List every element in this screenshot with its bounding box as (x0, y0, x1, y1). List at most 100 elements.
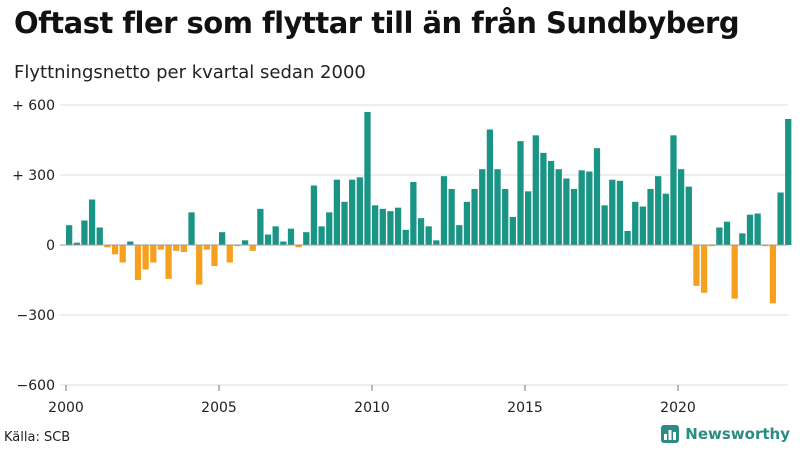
bar (586, 171, 593, 245)
bar (456, 225, 463, 245)
bar (234, 245, 241, 247)
bar (532, 135, 539, 245)
bar (662, 193, 669, 245)
bar (157, 245, 165, 250)
bar (211, 245, 218, 266)
bar (249, 245, 256, 251)
bar (272, 226, 279, 245)
bar (280, 241, 287, 245)
bar (173, 245, 180, 251)
bar (555, 169, 562, 245)
bar (578, 170, 585, 245)
bar (66, 225, 73, 245)
bar (769, 245, 777, 304)
bar (111, 245, 119, 255)
chart-title: Oftast fler som flyttar till än från Sun… (14, 6, 740, 40)
bar (723, 221, 731, 245)
bar (180, 245, 188, 252)
bar (731, 245, 738, 299)
chart-subtitle: Flyttningsnetto per kvartal sedan 2000 (14, 62, 366, 83)
bar (785, 119, 792, 245)
x-tick-label: 2010 (354, 400, 390, 416)
bar (471, 189, 478, 245)
bar (364, 112, 371, 245)
bar (448, 189, 455, 245)
y-tick-label: −600 (17, 378, 55, 394)
bar (624, 231, 631, 245)
bar (417, 218, 425, 245)
source-note: Källa: SCB (4, 430, 71, 445)
bar (104, 245, 111, 248)
bar (356, 177, 363, 245)
bar (287, 228, 295, 245)
bar (96, 227, 103, 245)
bar (310, 185, 318, 245)
bar (593, 148, 601, 245)
bar (257, 208, 264, 245)
bar (647, 189, 654, 245)
bar (196, 245, 203, 285)
bar (394, 207, 402, 245)
bar (509, 217, 516, 245)
bar (188, 212, 195, 245)
bar (762, 245, 769, 247)
bar (326, 212, 333, 245)
bar (425, 226, 432, 245)
bar (142, 245, 149, 270)
bar (746, 214, 754, 245)
bar (333, 179, 341, 245)
bar (754, 213, 761, 245)
bar (479, 169, 486, 245)
bar (716, 227, 723, 245)
brand-name: Newsworthy (685, 425, 790, 443)
bar (670, 135, 677, 245)
bar (387, 211, 394, 245)
y-tick-label: + 600 (12, 98, 55, 114)
bar (525, 191, 532, 245)
bar (379, 208, 386, 245)
bar (517, 141, 524, 245)
bar (372, 205, 379, 245)
bar (410, 182, 417, 245)
bar (708, 245, 715, 247)
bar (739, 233, 746, 245)
y-tick-label: + 300 (12, 168, 55, 184)
y-tick-label: 0 (46, 238, 55, 254)
bar (700, 245, 708, 293)
bar (486, 129, 494, 245)
bar (502, 189, 509, 245)
bar (264, 234, 272, 245)
bar (241, 240, 249, 245)
bar (134, 245, 142, 280)
bar-chart-icon (661, 425, 680, 443)
bar (601, 205, 608, 245)
bar (655, 176, 662, 245)
bar (632, 201, 639, 245)
bar-chart: + 600 + 300 0 −300 −600 2000 2005 2010 2015 2020 (12, 98, 792, 416)
x-tick-label: 2000 (48, 400, 84, 416)
bar (295, 245, 302, 248)
bar (73, 242, 80, 245)
bar (547, 161, 555, 245)
x-tick-label: 2005 (201, 400, 237, 416)
x-tick-label: 2020 (660, 400, 696, 416)
bar (616, 180, 624, 245)
bar (219, 232, 226, 245)
bar (165, 245, 172, 279)
bar (226, 245, 233, 263)
bar (433, 240, 440, 245)
bar (494, 169, 501, 245)
bar (777, 192, 784, 245)
bar (203, 245, 210, 250)
bar (563, 178, 570, 245)
brand-logo: Newsworthy (661, 425, 790, 443)
bar (440, 176, 448, 245)
bar (693, 245, 700, 286)
bar (570, 189, 578, 245)
bar (402, 229, 409, 245)
bar (639, 206, 647, 245)
bar (88, 199, 96, 245)
bar (127, 241, 134, 245)
bar (119, 245, 126, 263)
bar (540, 152, 547, 245)
